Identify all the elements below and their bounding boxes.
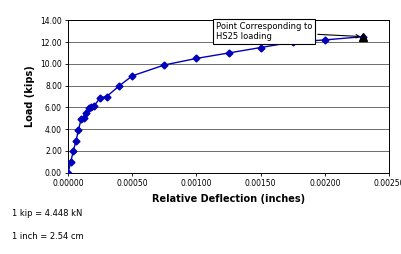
- Text: 1 kip = 4.448 kN: 1 kip = 4.448 kN: [12, 210, 82, 218]
- Y-axis label: Load (kips): Load (kips): [24, 66, 34, 128]
- Text: Point Corresponding to
HS25 loading: Point Corresponding to HS25 loading: [216, 22, 359, 41]
- X-axis label: Relative Deflection (inches): Relative Deflection (inches): [152, 194, 305, 203]
- Text: 1 inch = 2.54 cm: 1 inch = 2.54 cm: [12, 232, 84, 241]
